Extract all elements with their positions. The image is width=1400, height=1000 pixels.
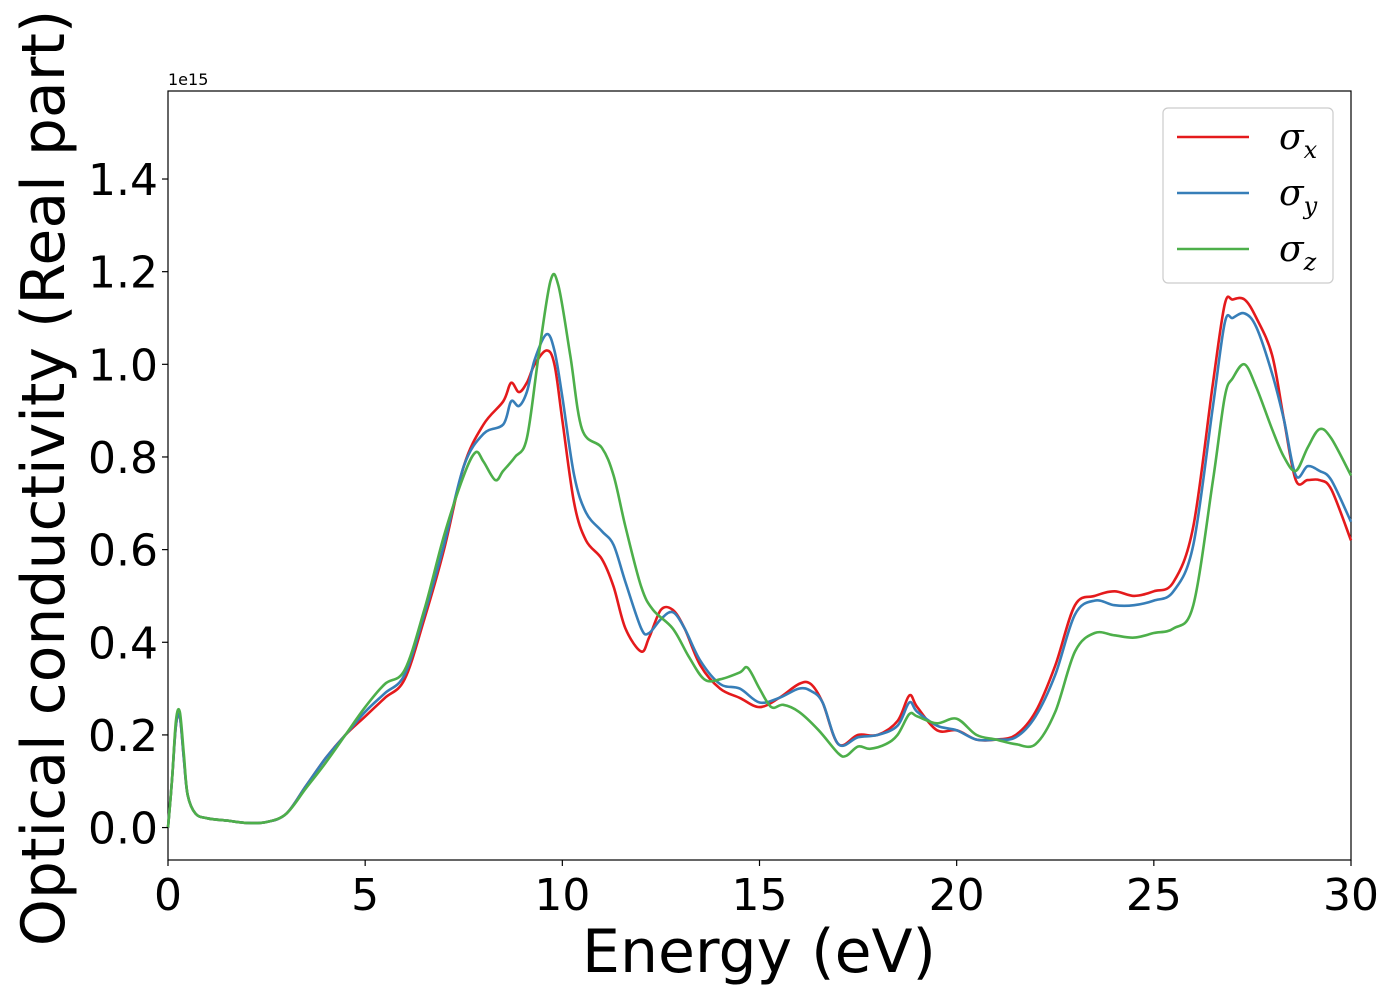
legend-box — [1162, 107, 1334, 284]
series-line-x — [166, 295, 1353, 828]
x-tick-label: 30 — [1323, 870, 1379, 921]
y-tick-label: 0.4 — [88, 618, 158, 669]
x-tick-label: 15 — [732, 870, 788, 921]
y-offset-label: 1e15 — [168, 70, 208, 89]
y-axis-ticks: 0.0 0.2 0.4 0.6 0.8 1.0 1.2 1.4 — [88, 155, 168, 855]
y-axis-label: Optical conductivity (Real part) — [9, 10, 79, 947]
series-line-z — [166, 272, 1353, 828]
series-line-y — [166, 311, 1353, 828]
y-tick-label: 1.0 — [88, 340, 158, 391]
x-axis-label: Energy (eV) — [582, 917, 936, 987]
x-tick-label: 25 — [1126, 870, 1182, 921]
series-layer — [166, 272, 1353, 828]
y-tick-label: 0.6 — [88, 526, 158, 577]
legend-label-x: σx — [1279, 117, 1318, 164]
x-axis-ticks: 0 5 10 15 20 25 30 — [154, 860, 1379, 921]
y-tick-label: 1.2 — [88, 248, 158, 299]
y-tick-label: 0.8 — [88, 433, 158, 484]
y-tick-label: 0.0 — [88, 804, 158, 855]
x-tick-label: 20 — [929, 870, 985, 921]
x-tick-label: 5 — [351, 870, 379, 921]
x-tick-label: 0 — [154, 870, 182, 921]
legend-label-y: σy — [1279, 173, 1318, 220]
x-tick-label: 10 — [534, 870, 590, 921]
y-tick-label: 0.2 — [88, 711, 158, 762]
y-tick-label: 1.4 — [88, 155, 158, 206]
